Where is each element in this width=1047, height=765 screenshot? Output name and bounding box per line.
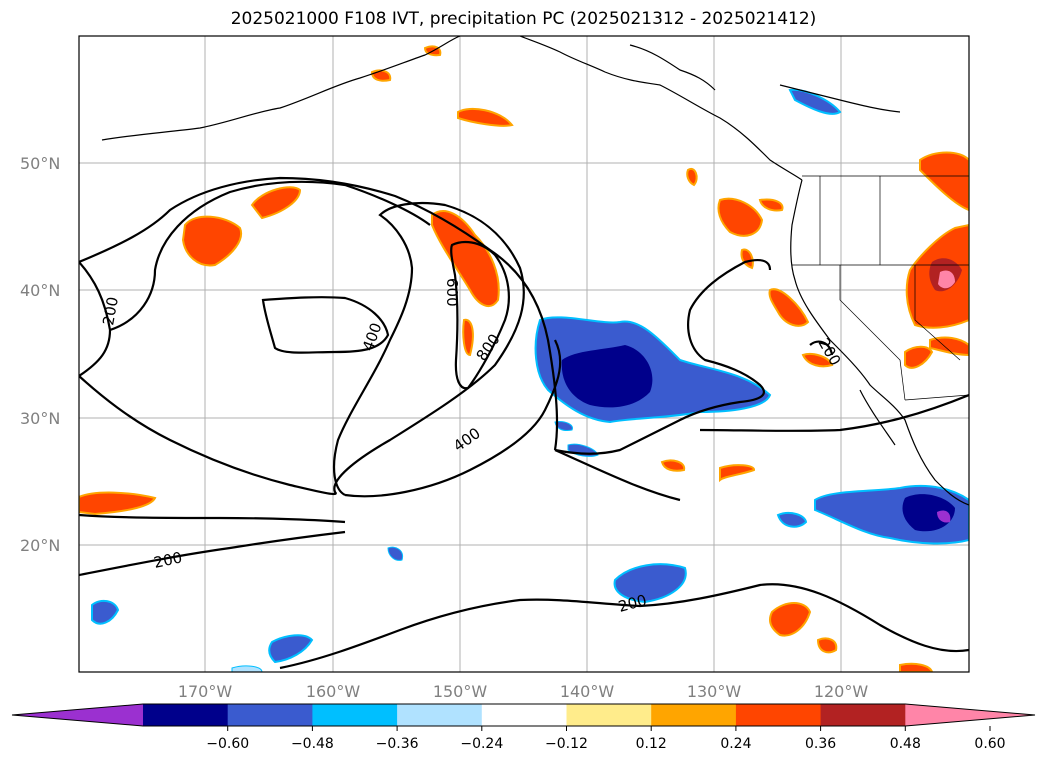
colorbar-outline — [11, 703, 1036, 727]
colorbar-segment — [227, 704, 313, 726]
colorbar-tick-label: 0.36 — [805, 736, 836, 752]
contour-label-200-west: 200 — [99, 295, 122, 326]
colorbar-tick-label: 0.12 — [636, 736, 667, 752]
precip-positive-areas — [79, 45, 969, 672]
contour-label-600: 600 — [443, 278, 461, 307]
colorbar-segment — [481, 704, 567, 726]
map-title: 2025021000 F108 IVT, precipitation PC (2… — [230, 9, 817, 29]
colorbar: −0.60 −0.48 −0.36 −0.24 −0.12 0.12 0.24 0.36 0.4… — [11, 703, 1036, 752]
colorbar-tick-label: −0.12 — [545, 736, 588, 752]
ivt-contours — [79, 176, 969, 670]
precip-negative-areas — [91, 88, 969, 672]
plot-frame — [78, 35, 970, 673]
colorbar-extend-high — [905, 704, 1035, 726]
lon-label-150w: 150°W — [433, 682, 488, 701]
borders — [792, 175, 969, 401]
lon-label-120w: 120°W — [814, 682, 869, 701]
colorbar-tick-label: −0.48 — [291, 736, 334, 752]
colorbar-segment — [820, 704, 906, 726]
contour-label-200-southwest: 200 — [152, 548, 184, 572]
gridlines — [79, 36, 969, 672]
lat-label-50n: 50°N — [20, 154, 60, 173]
colorbar-segment — [651, 704, 737, 726]
colorbar-tick-label: −0.60 — [206, 736, 249, 752]
colorbar-segment — [143, 704, 229, 726]
lat-label-20n: 20°N — [20, 536, 60, 555]
lon-label-130w: 130°W — [687, 682, 742, 701]
lon-label-160w: 160°W — [306, 682, 361, 701]
lat-label-30n: 30°N — [20, 409, 60, 428]
colorbar-segment — [566, 704, 652, 726]
lat-label-40n: 40°N — [20, 281, 60, 300]
colorbar-tick-label: 0.60 — [974, 736, 1005, 752]
lon-label-170w: 170°W — [178, 682, 233, 701]
lon-label-140w: 140°W — [560, 682, 615, 701]
colorbar-tick-label: −0.24 — [460, 736, 503, 752]
colorbar-tick-label: 0.24 — [720, 736, 751, 752]
latitude-labels: 50°N 40°N 30°N 20°N — [20, 154, 60, 555]
coastlines — [101, 36, 969, 506]
colorbar-tick-label: −0.36 — [376, 736, 419, 752]
colorbar-segment — [735, 704, 822, 726]
colorbar-segment — [397, 704, 483, 726]
colorbar-extend-low — [12, 704, 143, 726]
longitude-labels: 170°W 160°W 150°W 140°W 130°W 120°W — [178, 682, 869, 701]
colorbar-segment — [312, 704, 398, 726]
plot-area — [79, 36, 969, 672]
colorbar-tick-label: 0.48 — [890, 736, 921, 752]
